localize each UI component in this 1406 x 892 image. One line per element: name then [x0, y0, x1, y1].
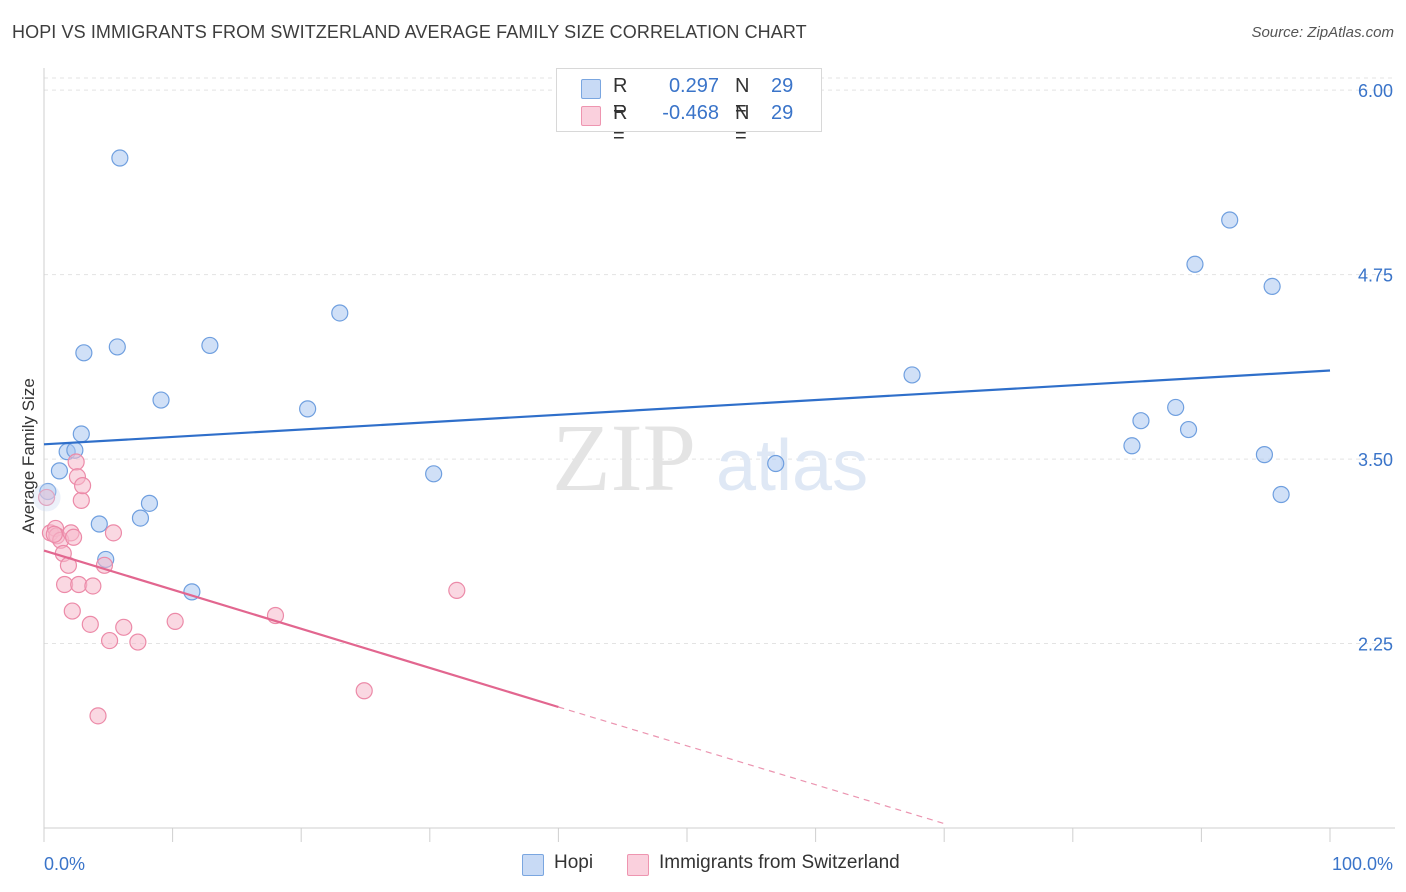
data-point — [1263, 277, 1281, 296]
legend-r-label: R = — [613, 75, 628, 120]
bottom-legend-label-switzerland: Immigrants from Switzerland — [659, 852, 900, 873]
legend-swatch-hopi — [581, 79, 601, 99]
watermark-zip: ZIP — [552, 404, 696, 511]
data-point — [84, 577, 102, 595]
data-point-cluster — [32, 483, 61, 512]
data-point — [104, 524, 123, 542]
data-point — [129, 633, 147, 651]
data-point — [299, 400, 317, 418]
data-point — [355, 682, 373, 700]
data-point — [100, 631, 119, 650]
data-point — [37, 488, 56, 507]
data-point — [1132, 412, 1150, 430]
data-point — [1272, 485, 1290, 504]
legend-r-label: R = — [613, 102, 628, 147]
data-point — [75, 344, 93, 362]
data-point — [140, 494, 159, 512]
series-switzerland — [37, 453, 466, 725]
correlation-legend: R = 0.297 N = 29 R = -0.468 N = 29 — [556, 68, 822, 147]
y-tick-label: 4.75 — [1358, 266, 1393, 286]
x-tick-label-max: 100.0% — [1332, 854, 1393, 874]
y-tick-label: 6.00 — [1358, 81, 1393, 101]
legend-r-value: -0.468 — [662, 102, 719, 124]
legend-n-value: 29 — [771, 75, 794, 97]
data-point — [131, 509, 150, 527]
y-axis-label: Average Family Size — [19, 378, 38, 534]
data-point — [111, 149, 129, 167]
data-point — [64, 528, 83, 546]
data-point — [448, 581, 466, 600]
trend-line-switzerland — [43, 549, 559, 709]
bottom-legend-label-hopi: Hopi — [554, 852, 594, 873]
legend-r-value: 0.297 — [668, 75, 719, 97]
bottom-legend-swatch-hopi — [522, 854, 544, 876]
data-point — [67, 453, 85, 471]
trend-line-hopi — [43, 369, 1331, 446]
trend-line-switzerland-extension — [558, 706, 945, 825]
data-point — [115, 618, 133, 636]
data-point — [72, 425, 90, 443]
data-point — [45, 525, 63, 543]
data-point — [108, 338, 126, 356]
data-point — [1186, 255, 1204, 273]
legend-n-label: N = — [735, 102, 750, 147]
series-hopi — [39, 149, 1290, 601]
watermark-atlas: atlas — [716, 426, 868, 506]
data-point — [1123, 437, 1141, 455]
data-point — [767, 454, 785, 473]
legend-n-label: N = — [735, 75, 750, 120]
data-point — [50, 462, 69, 480]
data-point — [89, 707, 107, 725]
data-point — [81, 615, 99, 633]
data-point — [1167, 398, 1185, 417]
data-point — [72, 491, 90, 509]
chart-title: HOPI VS IMMIGRANTS FROM SWITZERLAND AVER… — [12, 22, 807, 42]
data-point — [1179, 420, 1198, 439]
x-tick-label-min: 0.0% — [44, 854, 85, 874]
bottom-legend-swatch-switzerland — [627, 854, 649, 876]
y-tick-label: 2.25 — [1358, 635, 1393, 655]
legend-swatch-switzerland — [581, 106, 601, 126]
data-point — [152, 391, 170, 409]
data-point — [1255, 446, 1274, 464]
data-point — [90, 515, 108, 533]
chart-source: Source: ZipAtlas.com — [1251, 24, 1394, 41]
legend-n-value: 29 — [771, 102, 794, 124]
data-point — [331, 304, 349, 322]
data-point — [903, 366, 921, 384]
y-tick-label: 3.50 — [1358, 450, 1393, 470]
data-point — [201, 336, 219, 355]
data-point — [73, 477, 92, 495]
data-point — [63, 602, 81, 620]
data-point — [425, 465, 443, 483]
data-point — [70, 575, 88, 594]
data-point — [1221, 211, 1239, 229]
data-point — [166, 612, 184, 630]
